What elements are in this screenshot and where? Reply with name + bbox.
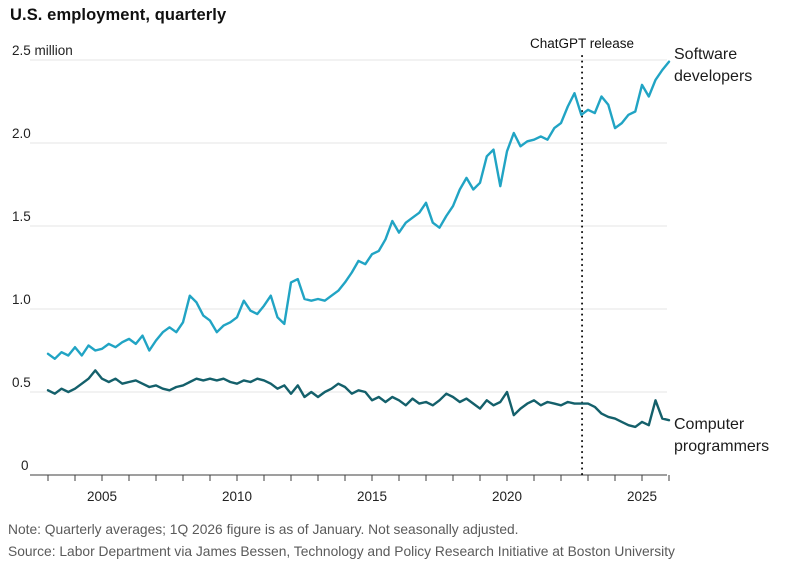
line-chart-canvas: 0 0.5 1.0 1.5 2.0 2.5 million 2005 2010 2015 2020… (12, 43, 671, 504)
y-tick-label: 1.0 (12, 292, 31, 307)
chatgpt-release-label: ChatGPT release (529, 36, 635, 51)
series-line-software-developers (46, 60, 671, 360)
y-tick-label: 1.5 (12, 209, 31, 224)
y-tick-label: 2.0 (12, 126, 31, 141)
series-label-computer-programmers: Computer programmers (674, 416, 770, 455)
x-tick-label: 2010 (222, 489, 252, 504)
source-line: Source: Labor Department via James Besse… (8, 544, 675, 559)
x-tick-label: 2015 (357, 489, 387, 504)
x-tick-label: 2025 (627, 489, 657, 504)
y-tick-label: 0.5 (12, 375, 31, 390)
y-tick-label: 0 (21, 458, 29, 473)
series-line-computer-programmers (46, 369, 671, 429)
series-label-software-developers: Software developers (674, 46, 753, 85)
chart-title: U.S. employment, quarterly (10, 6, 227, 24)
x-tick-label: 2005 (87, 489, 117, 504)
y-tick-label: 2.5 million (12, 43, 73, 58)
footnote: Note: Quarterly averages; 1Q 2026 figure… (8, 522, 519, 537)
x-tick-label: 2020 (492, 489, 522, 504)
